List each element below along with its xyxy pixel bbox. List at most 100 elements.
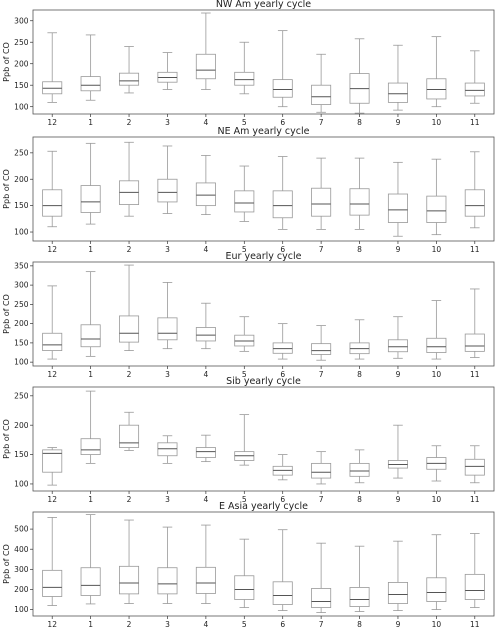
box-iqr — [80, 76, 101, 92]
x-tick-label: 12 — [47, 495, 57, 504]
box-iqr — [119, 424, 140, 448]
panel-title: NE Am yearly cycle — [218, 126, 310, 137]
plot-frame — [32, 511, 495, 617]
x-tick-label: 2 — [127, 245, 132, 254]
box-4 — [195, 524, 216, 604]
y-tick-label: 300 — [14, 281, 29, 290]
panel-title: Eur yearly cycle — [226, 251, 302, 262]
box-iqr — [426, 577, 447, 602]
box-11 — [464, 151, 485, 229]
y-tick-label: 250 — [14, 300, 29, 309]
box-4 — [195, 155, 216, 216]
box-iqr — [42, 449, 63, 473]
box-iqr — [272, 190, 293, 219]
box-4 — [195, 434, 216, 463]
x-tick-label: 10 — [432, 370, 442, 379]
box-iqr — [80, 185, 101, 213]
x-tick-label: 10 — [432, 495, 442, 504]
box-iqr — [157, 178, 178, 203]
box-iqr — [195, 53, 216, 80]
box-1 — [80, 390, 101, 464]
box-iqr — [349, 462, 370, 477]
panel-1: NE Am yearly cycle Ppb of CO 100 150 200 250 1… — [2, 126, 495, 254]
panel-4: E Asia yearly cycle Ppb of CO 100 200 300 400… — [2, 501, 495, 629]
box-4 — [195, 12, 216, 90]
x-tick-label: 1 — [88, 620, 93, 629]
y-tick-label: 100 — [14, 228, 29, 237]
box-iqr — [42, 332, 63, 351]
y-tick-label: 200 — [14, 175, 29, 184]
x-tick-label: 2 — [127, 118, 132, 127]
x-tick-label: 1 — [88, 495, 93, 504]
box-1 — [80, 271, 101, 357]
x-tick-label: 4 — [203, 620, 208, 629]
x-tick-label: 3 — [165, 245, 170, 254]
box-11 — [464, 445, 485, 484]
y-tick-label: 400 — [14, 545, 29, 554]
plot-frame — [32, 136, 495, 242]
box-4 — [195, 302, 216, 350]
box-iqr — [272, 79, 293, 98]
y-tick-label: 350 — [14, 261, 29, 270]
x-tick-label: 3 — [165, 495, 170, 504]
box-3 — [157, 282, 178, 350]
box-iqr — [272, 581, 293, 605]
box-iqr — [195, 327, 216, 342]
x-tick-label: 1 — [88, 245, 93, 254]
box-iqr — [42, 189, 63, 217]
box-iqr — [349, 188, 370, 216]
y-tick-label: 250 — [14, 38, 29, 47]
x-tick-label: 7 — [319, 245, 324, 254]
box-iqr — [42, 569, 63, 597]
x-tick-label: 6 — [280, 245, 285, 254]
panel-title: Sib yearly cycle — [226, 376, 301, 387]
x-tick-label: 12 — [47, 118, 57, 127]
x-tick-label: 6 — [280, 620, 285, 629]
x-tick-label: 12 — [47, 245, 57, 254]
x-tick-label: 7 — [319, 118, 324, 127]
x-tick-label: 6 — [280, 118, 285, 127]
box-3 — [157, 52, 178, 90]
box-7 — [311, 53, 332, 113]
box-iqr — [349, 587, 370, 607]
y-tick-label: 250 — [14, 148, 29, 157]
x-tick-label: 2 — [127, 370, 132, 379]
box-5 — [234, 414, 255, 466]
box-iqr — [311, 588, 332, 608]
x-tick-label: 3 — [165, 118, 170, 127]
x-tick-label: 1 — [88, 118, 93, 127]
x-tick-label: 11 — [470, 245, 480, 254]
box-6 — [272, 156, 293, 230]
x-tick-label: 10 — [432, 620, 442, 629]
box-1 — [80, 142, 101, 225]
box-2 — [119, 141, 140, 217]
x-tick-label: 5 — [242, 495, 247, 504]
box-1 — [80, 34, 101, 101]
y-tick-label: 100 — [14, 480, 29, 489]
box-iqr — [464, 82, 485, 97]
box-iqr — [157, 317, 178, 341]
x-tick-label: 4 — [203, 245, 208, 254]
x-tick-label: 8 — [357, 620, 362, 629]
box-iqr — [311, 84, 332, 105]
y-axis-label: Ppb of CO — [2, 42, 11, 82]
x-tick-label: 6 — [280, 495, 285, 504]
y-tick-label: 100 — [14, 102, 29, 111]
x-tick-label: 11 — [470, 370, 480, 379]
box-9 — [387, 44, 408, 111]
box-7 — [311, 325, 332, 361]
box-12 — [42, 517, 63, 606]
x-tick-label: 10 — [432, 118, 442, 127]
box-12 — [42, 150, 63, 228]
box-iqr — [80, 438, 101, 455]
box-6 — [272, 30, 293, 108]
x-tick-label: 4 — [203, 495, 208, 504]
box-iqr — [426, 337, 447, 353]
box-3 — [157, 435, 178, 464]
box-10 — [426, 158, 447, 236]
box-iqr — [195, 447, 216, 458]
box-iqr — [195, 182, 216, 207]
